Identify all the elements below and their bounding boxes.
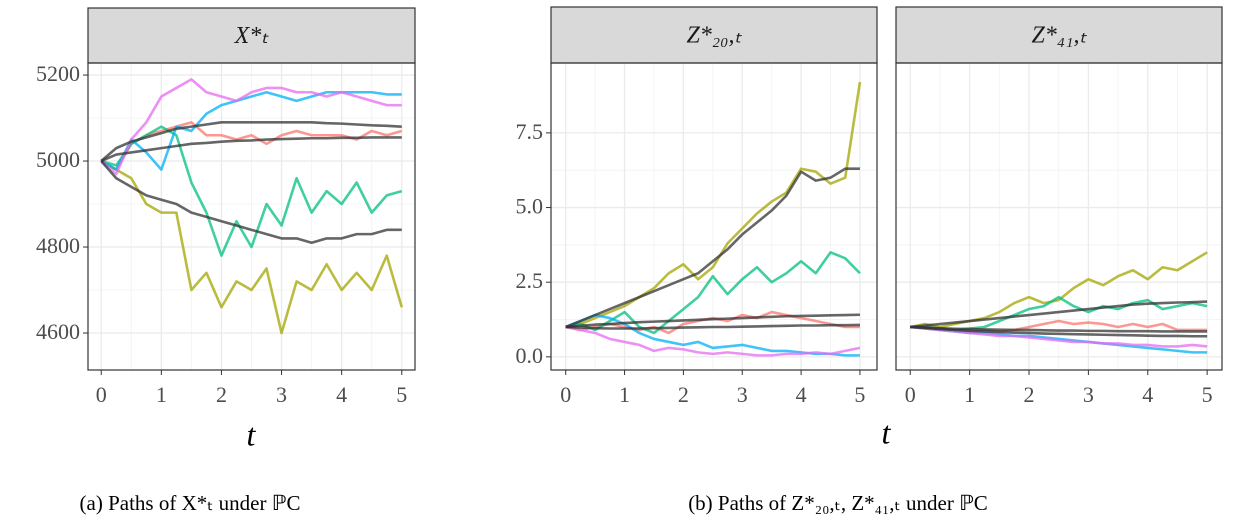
strip-title: Z*₂₀,ₜ <box>686 23 742 49</box>
series-line <box>100 160 402 245</box>
x-tick-label: 3 <box>1083 382 1094 407</box>
y-tick-label: 5000 <box>36 147 80 172</box>
caption: (a) Paths of X*ₜ under ℙC <box>80 491 301 515</box>
x-tick-label: 1 <box>619 382 630 407</box>
x-axis-title: t <box>882 414 892 450</box>
x-tick-label: 1 <box>156 382 167 407</box>
x-tick-label: 0 <box>560 382 571 407</box>
x-axis-title: t <box>247 416 257 452</box>
series-line <box>565 313 860 329</box>
strip-title: X*ₜ <box>234 23 270 49</box>
series-line <box>100 159 404 335</box>
panel-border <box>895 62 1223 371</box>
caption: (b) Paths of Z*₂₀,ₜ, Z*₄₁,ₜ under ℙC <box>688 491 988 515</box>
panel-border <box>87 62 416 371</box>
series-line <box>100 136 402 163</box>
x-tick-label: 0 <box>96 382 107 407</box>
x-tick-label: 5 <box>854 382 865 407</box>
x-tick-label: 2 <box>216 382 227 407</box>
x-tick-label: 1 <box>964 382 975 407</box>
series-line <box>910 300 1208 329</box>
series-line <box>565 323 860 330</box>
strip <box>87 7 416 64</box>
x-tick-label: 5 <box>1202 382 1213 407</box>
y-tick-label: 7.5 <box>516 119 544 144</box>
series-line <box>100 125 403 257</box>
series-line <box>565 251 861 335</box>
x-tick-label: 2 <box>1024 382 1035 407</box>
x-tick-label: 0 <box>905 382 916 407</box>
y-tick-label: 2.5 <box>516 268 544 293</box>
series-line <box>100 90 402 171</box>
x-tick-label: 4 <box>1142 382 1153 407</box>
series-line <box>100 78 402 176</box>
y-tick-label: 5200 <box>36 61 80 86</box>
series-line <box>100 121 402 163</box>
x-tick-label: 3 <box>737 382 748 407</box>
strip-title: Z*₄₁,ₜ <box>1031 23 1087 49</box>
series-line <box>910 325 1208 338</box>
y-tick-label: 0.0 <box>516 343 544 368</box>
y-tick-label: 4800 <box>36 233 80 258</box>
x-tick-label: 4 <box>796 382 807 407</box>
series-line <box>910 325 1208 348</box>
x-tick-label: 3 <box>276 382 287 407</box>
panel-border <box>550 62 878 371</box>
y-tick-label: 5.0 <box>516 194 544 219</box>
series-line <box>565 325 861 357</box>
series-line <box>565 167 860 329</box>
x-tick-label: 5 <box>396 382 407 407</box>
series-line <box>565 81 862 329</box>
series-line <box>910 325 1208 333</box>
y-tick-label: 4600 <box>36 319 80 344</box>
x-tick-label: 4 <box>336 382 347 407</box>
x-tick-label: 2 <box>678 382 689 407</box>
